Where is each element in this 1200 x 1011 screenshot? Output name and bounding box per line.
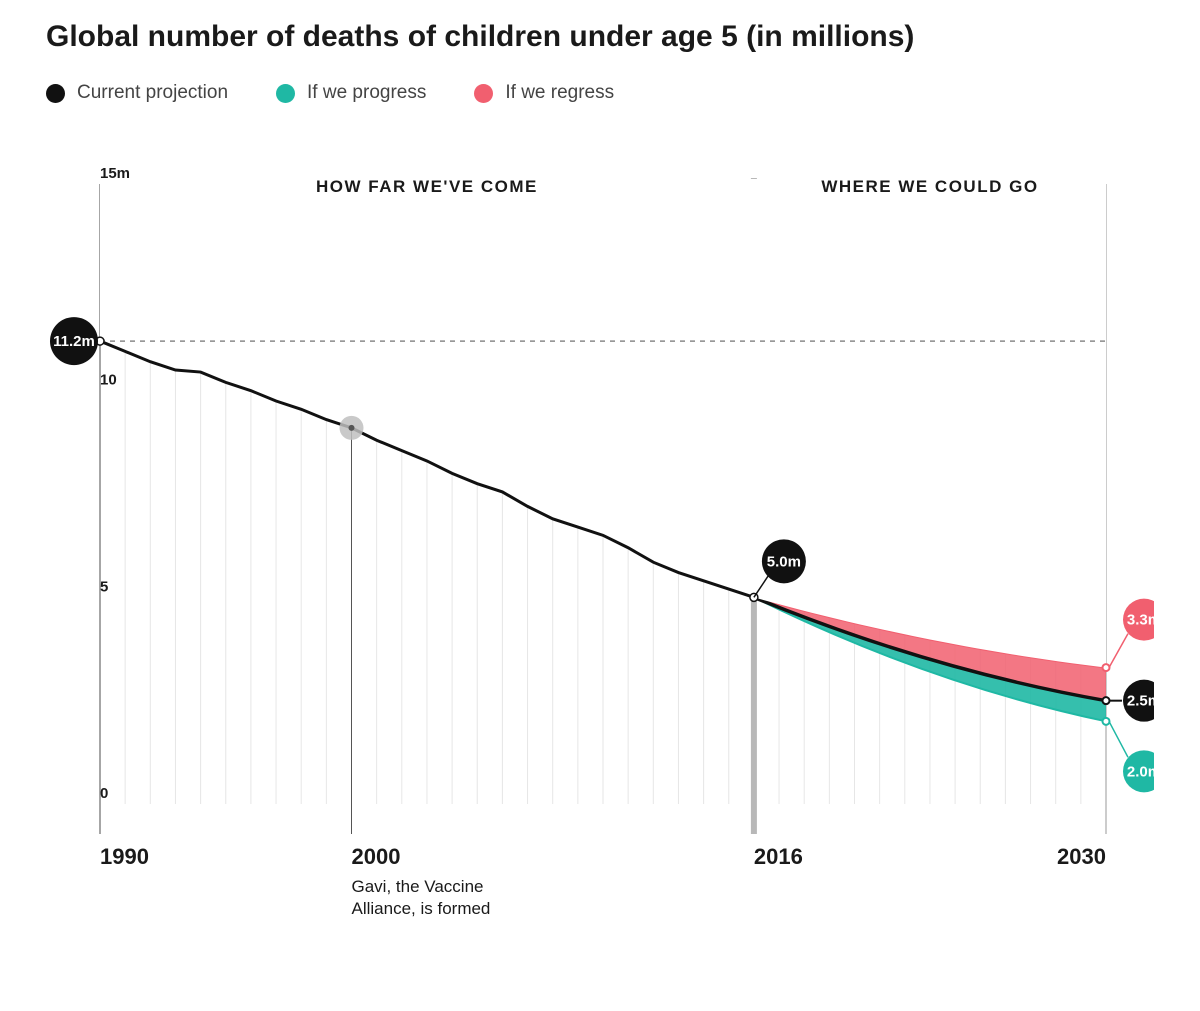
x-tick-label: 2000 [352,844,401,869]
chart-area: HOW FAR WE'VE COME WHERE WE COULD GO 0 5 10 1… [46,164,1154,924]
legend-label-progress: If we progress [307,82,426,104]
legend-label-regress: If we regress [505,82,614,104]
section-label-right2: WHERE WE COULD GO [821,177,1038,196]
x-tick-label: 2030 [1057,844,1106,869]
bubble-regress-label: 3.3m [1127,612,1154,629]
legend-dot-current [46,84,65,103]
chart-svg: HOW FAR WE'VE COME WHERE WE COULD GO 0 5 10 1… [46,164,1154,964]
legend-dot-regress [474,84,493,103]
legend-item-progress: If we progress [276,82,426,104]
end-anchor-progress [1103,718,1110,725]
annotation-text-2000-l2: Alliance, is formed [352,899,491,918]
end-tick-regress [1109,634,1128,668]
section-label-left2: HOW FAR WE'VE COME [316,177,538,196]
legend: Current projection If we progress If we … [46,82,1154,104]
x-tick-label: 2016 [754,844,803,869]
legend-item-regress: If we regress [474,82,614,104]
bubble-progress-label: 2.0m [1127,763,1154,780]
y-tick-label: 0 [100,785,108,802]
chart-title: Global number of deaths of children unde… [46,20,1154,54]
x-tick-label: 1990 [100,844,149,869]
legend-item-current: Current projection [46,82,228,104]
legend-dot-progress [276,84,295,103]
annotation-text-2000-l1: Gavi, the Vaccine [352,877,484,896]
y-tick-label: 10 [100,372,117,389]
y-tick-label: 5 [100,578,108,595]
annotation-dot-2000-inner [349,425,355,431]
end-tick-progress [1109,721,1128,757]
legend-label-current: Current projection [77,82,228,104]
end-anchor-regress [1103,664,1110,671]
bubble-2016-label: 5.0m [767,553,801,570]
end-anchor-current [1103,697,1110,704]
bubble-1990-label: 11.2m [53,333,95,350]
point-2016 [750,593,758,601]
bubble-current-label: 2.5m [1127,693,1154,710]
